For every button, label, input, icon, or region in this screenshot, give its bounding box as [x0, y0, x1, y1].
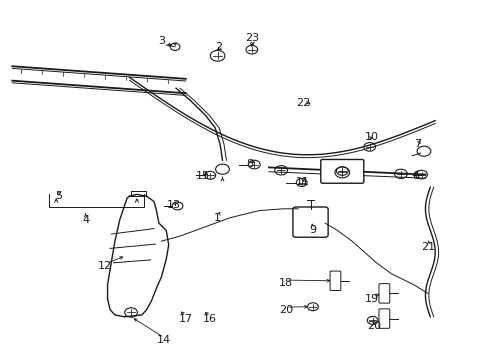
FancyBboxPatch shape	[378, 309, 389, 328]
Text: 5: 5	[55, 191, 62, 201]
Text: 16: 16	[203, 314, 217, 324]
Text: 19: 19	[364, 294, 378, 304]
Text: 7: 7	[414, 139, 421, 149]
FancyBboxPatch shape	[378, 284, 389, 303]
FancyBboxPatch shape	[329, 271, 340, 291]
Text: 18: 18	[279, 278, 292, 288]
Text: 20: 20	[366, 321, 380, 331]
Text: 21: 21	[420, 242, 434, 252]
Text: 9: 9	[309, 225, 316, 235]
FancyBboxPatch shape	[292, 207, 327, 237]
Text: 10: 10	[364, 132, 378, 142]
Text: 22: 22	[295, 98, 310, 108]
Text: 23: 23	[244, 33, 258, 43]
Text: 13: 13	[166, 200, 180, 210]
Text: 3: 3	[158, 36, 164, 46]
Text: 14: 14	[157, 335, 170, 345]
Text: 20: 20	[279, 305, 292, 315]
Text: 1: 1	[214, 213, 221, 223]
Text: 12: 12	[98, 261, 112, 271]
Text: 17: 17	[179, 314, 192, 324]
Text: 15: 15	[196, 171, 209, 181]
FancyBboxPatch shape	[320, 159, 363, 183]
Text: 8: 8	[245, 159, 252, 169]
Text: 2: 2	[215, 42, 222, 52]
Text: 4: 4	[82, 215, 89, 225]
Text: 11: 11	[296, 177, 309, 187]
Text: 6: 6	[411, 171, 418, 181]
